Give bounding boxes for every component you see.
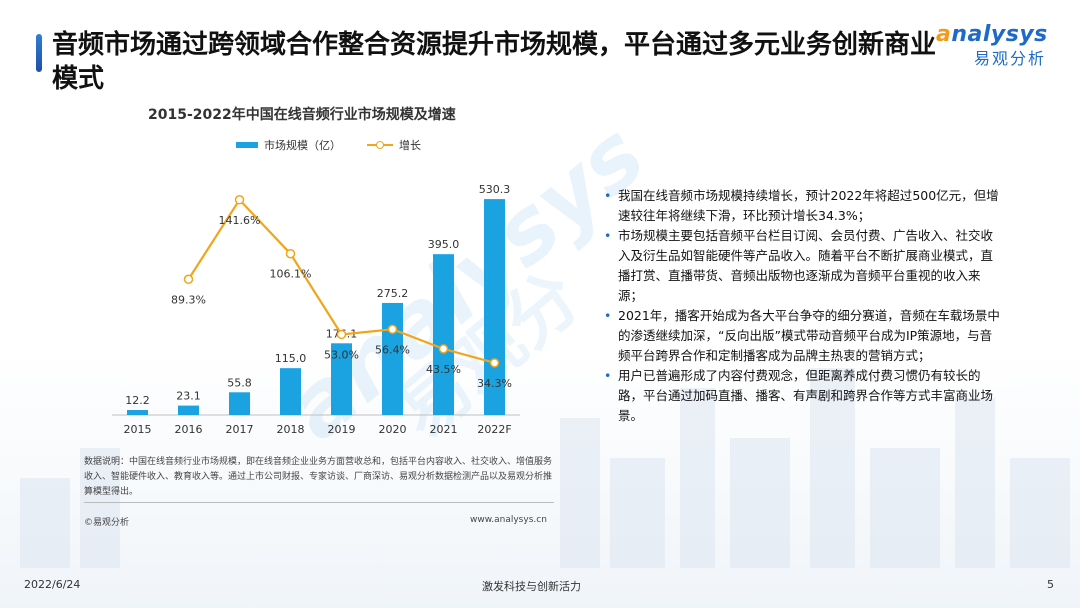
footer-date: 2022/6/24 [24, 578, 81, 591]
copyright: ©易观分析 [84, 518, 130, 528]
legend-bar-label: 市场规模（亿） [264, 139, 341, 152]
growth-value-label: 141.6% [219, 214, 261, 227]
growth-value-label: 43.5% [426, 363, 461, 376]
insight-list: 我国在线音频市场规模持续增长，预计2022年将超过500亿元，但增速较往年将继续… [604, 186, 1000, 426]
bar-value-label: 115.0 [275, 352, 307, 365]
x-tick-label: 2016 [175, 423, 203, 436]
bar-value-label: 23.1 [176, 390, 201, 403]
insight-item: 2021年，播客开始成为各大平台争夺的细分赛道，音频在车载场景中的渗透继续加深，… [604, 306, 1000, 366]
bar-value-label: 12.2 [125, 394, 150, 407]
insight-item: 用户已普遍形成了内容付费观念，但距离养成付费习惯仍有较长的路，平台通过加码直播、… [604, 366, 1000, 426]
note-divider [84, 502, 554, 503]
growth-point [234, 195, 245, 205]
chart-svg: 12.2201523.1201655.82017115.02018176.120… [112, 183, 520, 436]
x-tick-label: 2021 [430, 423, 458, 436]
growth-point [387, 324, 398, 335]
x-tick-label: 2022F [477, 423, 511, 436]
footer-slogan: 激发科技与创新活力 [482, 580, 581, 593]
legend-line-label: 增长 [399, 139, 421, 152]
legend-bar-swatch [236, 142, 258, 148]
x-tick-label: 2015 [124, 423, 152, 436]
bar [280, 368, 301, 415]
chart-title: 2015-2022年中国在线音频行业市场规模及增速 [148, 107, 456, 123]
website-link[interactable]: www.analysys.cn [470, 515, 547, 525]
bar [229, 392, 250, 415]
growth-point [183, 274, 194, 285]
bar-value-label: 530.3 [479, 183, 511, 196]
insight-item: 市场规模主要包括音频平台栏目订阅、会员付费、广告收入、社交收入及衍生品如智能硬件… [604, 226, 1000, 306]
x-tick-label: 2019 [328, 423, 356, 436]
page-number: 5 [1047, 578, 1054, 591]
growth-point [336, 329, 347, 340]
growth-point [438, 344, 449, 354]
x-tick-label: 2017 [226, 423, 254, 436]
title-accent-bar [36, 34, 42, 72]
bar-value-label: 395.0 [428, 238, 460, 251]
logo-wordmark: analysys [936, 22, 1048, 47]
bar [331, 343, 352, 415]
growth-point [285, 248, 296, 259]
growth-value-label: 53.0% [324, 348, 359, 361]
insight-item: 我国在线音频市场规模持续增长，预计2022年将超过500亿元，但增速较往年将继续… [604, 186, 1000, 226]
growth-value-label: 56.4% [375, 343, 410, 356]
bar-value-label: 275.2 [377, 287, 409, 300]
x-tick-label: 2018 [277, 423, 305, 436]
bar [127, 410, 148, 415]
page-title: 音频市场通过跨领域合作整合资源提升市场规模，平台通过多元业务创新商业模式 [52, 30, 937, 94]
data-note: 数据说明：中国在线音频行业市场规模，即在线音频企业业务方面营收总和，包括平台内容… [84, 457, 553, 497]
bar [433, 254, 454, 415]
x-tick-label: 2020 [379, 423, 407, 436]
growth-value-label: 89.3% [171, 293, 206, 306]
growth-value-label: 34.3% [477, 377, 512, 390]
bar [178, 405, 199, 415]
legend-line-swatch [367, 140, 393, 150]
growth-value-label: 106.1% [270, 268, 312, 281]
bar-value-label: 55.8 [227, 376, 252, 389]
bar [382, 302, 403, 415]
growth-point [489, 358, 500, 368]
chart-legend: 市场规模（亿） 增长 [236, 137, 421, 153]
logo-chinese-name: 易观分析 [973, 49, 1046, 68]
brand-logo: analysys 易观分析 [936, 22, 1048, 69]
